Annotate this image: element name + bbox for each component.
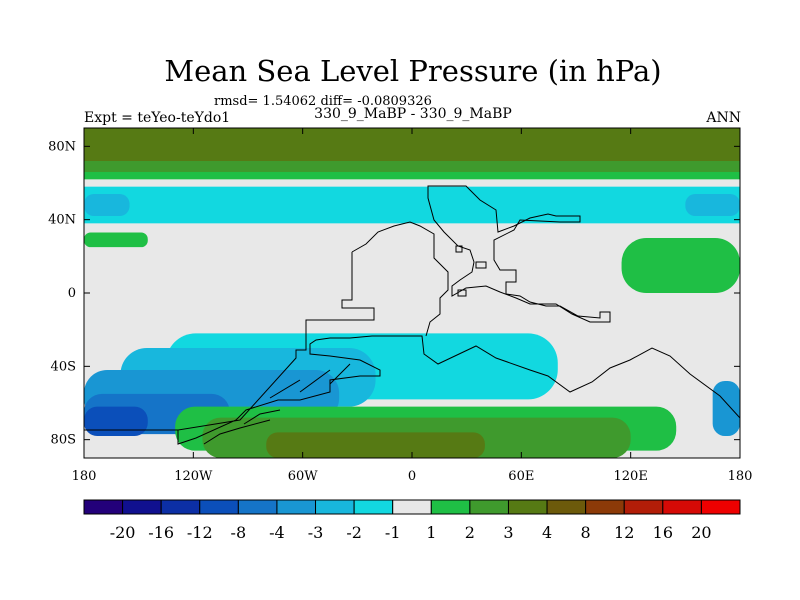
x-tick-label: 60W xyxy=(288,469,319,484)
contour-region-16 xyxy=(712,381,740,436)
colorbar-swatch xyxy=(700,499,741,515)
colorbar-label: -2 xyxy=(346,523,362,542)
colorbar-swatch xyxy=(662,499,702,515)
contour-region-15 xyxy=(266,432,485,458)
stats-line: rmsd= 1.54062 diff= -0.0809326 xyxy=(214,94,432,109)
colorbar-label: 16 xyxy=(653,523,673,542)
colorbar-label: 8 xyxy=(581,523,591,542)
season-label: ANN xyxy=(706,110,741,126)
continent-outline-e xyxy=(203,409,281,445)
y-axis: 80N 40N 0 40S 80S xyxy=(48,139,740,448)
chart-title: Mean Sea Level Pressure (in hPa) xyxy=(164,54,662,88)
contour-region-2 xyxy=(84,172,740,180)
colorbar-label: 2 xyxy=(465,523,475,542)
colorbar-swatch xyxy=(122,499,162,515)
colorbar-swatch xyxy=(392,499,432,515)
colorbar-label: 3 xyxy=(503,523,513,542)
colorbar-label: -20 xyxy=(110,523,136,542)
colorbar-label: -1 xyxy=(385,523,401,542)
y-tick-label: 40N xyxy=(48,213,76,228)
contour-region-3 xyxy=(84,186,740,224)
colorbar-swatch xyxy=(430,499,471,515)
y-tick-label: 80N xyxy=(48,139,76,154)
colorbar-swatch xyxy=(507,499,548,515)
contour-region-5 xyxy=(685,194,740,216)
x-tick-label: 180 xyxy=(72,469,97,484)
colorbar-swatch xyxy=(353,499,394,515)
colorbar-swatch xyxy=(623,499,664,515)
colorbar-swatch xyxy=(585,499,625,515)
colorbar-label: 1 xyxy=(426,523,436,542)
x-tick-label: 60E xyxy=(508,469,534,484)
colorbar-label: -4 xyxy=(269,523,285,542)
colorbar-label: -3 xyxy=(308,523,324,542)
map-plot-area xyxy=(84,128,740,458)
y-tick-label: 40S xyxy=(51,359,76,374)
colorbar: -20 -16 -12 -8 -4 -3 -2 -1 1 2 3 4 8 12 16 20 xyxy=(83,499,741,542)
contour-region-1 xyxy=(84,161,740,172)
continent-outline-b xyxy=(351,221,449,337)
colorbar-label: -12 xyxy=(187,523,213,542)
continent-outline-f xyxy=(269,363,351,399)
colorbar-swatch xyxy=(237,499,278,515)
continent-outlines xyxy=(84,185,740,445)
colorbar-label: -16 xyxy=(148,523,174,542)
continent-outline-a xyxy=(177,252,740,445)
colorbar-label: 12 xyxy=(614,523,634,542)
colorbar-swatch xyxy=(469,499,509,515)
colorbar-label: 4 xyxy=(542,523,552,542)
x-tick-label: 180 xyxy=(728,469,753,484)
colorbar-label: 20 xyxy=(691,523,711,542)
colorbar-swatch xyxy=(160,499,201,515)
chart-subtitle: 330_9_MaBP - 330_9_MaBP xyxy=(314,106,512,122)
y-tick-label: 80S xyxy=(51,433,76,448)
x-tick-label: 120W xyxy=(174,469,213,484)
contour-region-12 xyxy=(84,406,148,436)
y-tick-label: 0 xyxy=(68,286,76,301)
colorbar-label: -8 xyxy=(231,523,247,542)
island-outline xyxy=(455,245,487,297)
colorbar-swatch xyxy=(199,499,239,515)
colorbar-swatch xyxy=(83,499,124,515)
x-tick-label: 120E xyxy=(614,469,648,484)
colorbar-swatch xyxy=(315,499,355,515)
experiment-label: Expt = teYeo-teYdo1 xyxy=(84,110,231,126)
contour-region-6 xyxy=(84,232,148,248)
x-tick-label: 0 xyxy=(408,469,416,484)
colorbar-swatch xyxy=(546,499,587,515)
continent-outline-c xyxy=(427,185,611,323)
x-axis: 180 120W 60W 0 60E 120E 180 xyxy=(72,128,753,484)
contour-region-7 xyxy=(621,238,740,293)
contour-region-4 xyxy=(84,194,130,216)
colorbar-swatch xyxy=(276,499,317,515)
